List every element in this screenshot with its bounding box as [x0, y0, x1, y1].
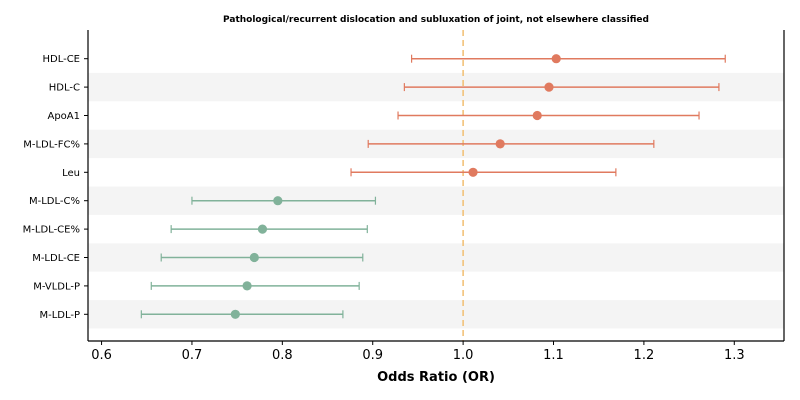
category-label: M-LDL-FC%	[23, 139, 80, 150]
category-label: Leu	[62, 168, 80, 179]
or-point	[551, 54, 561, 64]
x-tick-label: 0.9	[362, 348, 383, 363]
category-label: ApoA1	[47, 111, 80, 122]
x-tick-label: 1.1	[543, 348, 564, 363]
category-labels: HDL-CE HDL-C ApoA1 M-LDL-FC% Leu M-LDL-C% M-LD…	[23, 54, 80, 321]
or-point	[230, 309, 240, 319]
or-point	[249, 252, 259, 263]
category-label: M-LDL-CE	[32, 253, 80, 264]
category-label: HDL-C	[49, 83, 80, 94]
or-point	[468, 167, 478, 177]
x-tick-label: 0.6	[91, 348, 112, 363]
or-point	[532, 110, 542, 121]
or-point	[242, 281, 252, 291]
or-point	[495, 139, 505, 149]
category-label: M-LDL-P	[39, 310, 80, 321]
x-ticks: 0.6 0.7 0.8 0.9 1.0 1.1 1.2 1.3	[91, 341, 745, 363]
x-axis-label: Odds Ratio (OR)	[377, 370, 495, 385]
category-label: M-LDL-CE%	[23, 225, 80, 236]
or-point	[544, 82, 554, 92]
category-label: M-LDL-C%	[29, 196, 80, 207]
x-tick-label: 0.7	[182, 348, 203, 363]
or-point	[273, 196, 283, 206]
chart-title: Pathological/recurrent dislocation and s…	[223, 15, 649, 25]
category-label: M-VLDL-P	[33, 281, 80, 292]
category-label: HDL-CE	[42, 54, 80, 65]
or-point	[257, 224, 268, 234]
x-tick-label: 0.8	[272, 348, 293, 363]
x-tick-label: 1.3	[724, 348, 745, 363]
axes	[84, 30, 785, 342]
x-tick-label: 1.2	[634, 348, 655, 363]
chart-marks	[140, 54, 726, 319]
x-tick-label: 1.0	[453, 348, 474, 363]
